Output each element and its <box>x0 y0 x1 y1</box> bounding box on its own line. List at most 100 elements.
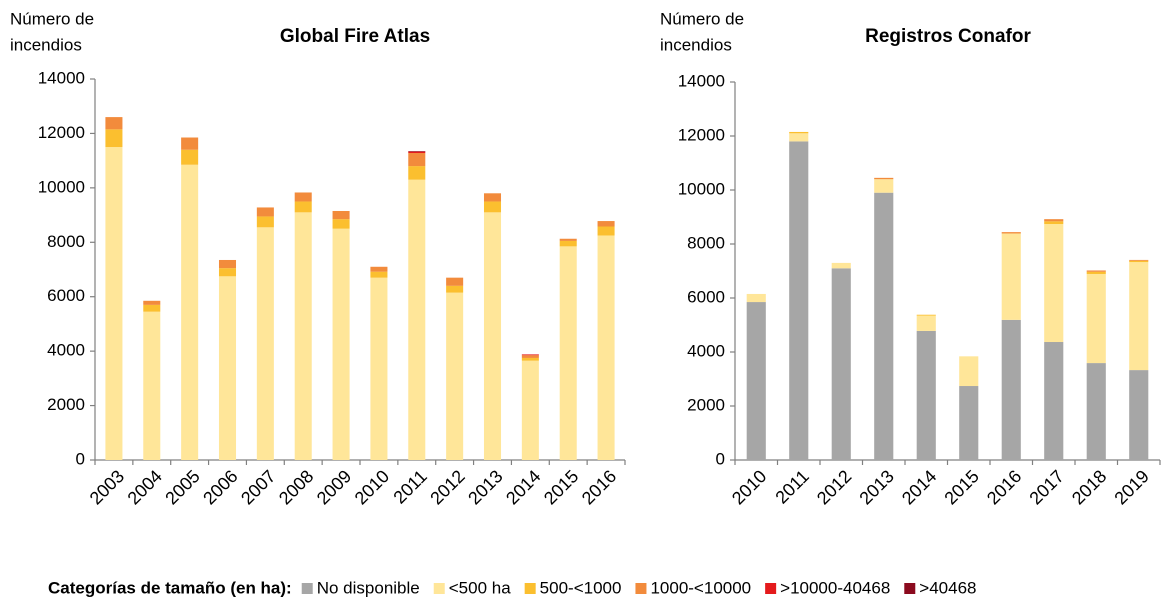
bar-segment <box>1001 232 1021 234</box>
x-tick-label: 2010 <box>728 466 770 508</box>
bar-segment <box>1129 370 1149 460</box>
legend-swatch <box>301 583 313 594</box>
bar-segment <box>446 277 464 286</box>
chart-title: Global Fire Atlas <box>280 26 430 47</box>
bar-segment <box>831 268 851 460</box>
bar-segment <box>1044 219 1064 222</box>
bar-segment <box>831 262 851 269</box>
x-tick-label: 2015 <box>940 466 982 508</box>
bar-segment <box>408 153 426 167</box>
bar-segment <box>256 227 274 460</box>
x-tick-label: 2007 <box>237 466 279 508</box>
bar-segment <box>294 201 312 213</box>
bar-segment <box>1086 273 1106 364</box>
y-tick-label: 0 <box>76 449 85 468</box>
x-tick-label: 2013 <box>464 466 506 508</box>
legend-swatch <box>904 583 916 594</box>
legend-label: No disponible <box>317 578 420 597</box>
bar-segment <box>746 293 766 303</box>
bar-segment <box>294 212 312 460</box>
bar-segment <box>105 147 123 461</box>
bar-segment <box>597 221 615 227</box>
bar-segment <box>1001 233 1021 320</box>
bar-segment <box>874 177 894 180</box>
bar-segment <box>789 141 809 460</box>
bar-segment <box>143 304 161 312</box>
bar-segment <box>446 292 464 460</box>
y-tick-label: 14000 <box>678 71 725 90</box>
x-tick-label: 2017 <box>1025 466 1067 508</box>
y-axis-label: Número de <box>10 9 94 28</box>
y-tick-label: 10000 <box>678 179 725 198</box>
bar-segment <box>332 228 350 460</box>
bar-segment <box>916 330 936 460</box>
y-tick-label: 6000 <box>47 286 85 305</box>
legend-label: 1000-<10000 <box>650 578 751 597</box>
y-axis-label: Número de <box>660 9 744 28</box>
bar-segment <box>1129 262 1149 371</box>
x-tick-label: 2015 <box>540 466 582 508</box>
bar-segment <box>521 355 539 358</box>
y-tick-label: 2000 <box>687 395 725 414</box>
bar-segment <box>408 166 426 180</box>
x-tick-label: 2011 <box>389 466 431 508</box>
bar-segment <box>1086 271 1106 274</box>
legend-swatch <box>433 583 445 594</box>
x-tick-label: 2019 <box>1110 466 1152 508</box>
x-tick-label: 2005 <box>161 466 203 508</box>
x-tick-label: 2012 <box>813 466 855 508</box>
bar-segment <box>959 356 979 387</box>
bar-segment <box>559 240 577 247</box>
bar-segment <box>789 133 809 142</box>
bar-segment <box>294 192 312 202</box>
bar-segment <box>746 302 766 460</box>
bar-segment <box>559 246 577 460</box>
bar-segment <box>408 151 426 152</box>
y-tick-label: 8000 <box>47 232 85 251</box>
x-tick-label: 2006 <box>199 466 241 508</box>
y-tick-label: 10000 <box>38 177 85 196</box>
bar-segment <box>521 357 539 361</box>
legend-label: >10000-40468 <box>780 578 890 597</box>
legend-label: <500 ha <box>449 578 511 597</box>
x-tick-label: 2012 <box>426 466 468 508</box>
x-tick-label: 2018 <box>1068 466 1110 508</box>
legend-swatch <box>765 583 777 594</box>
bar-segment <box>916 315 936 331</box>
y-tick-label: 14000 <box>38 68 85 87</box>
bar-segment <box>143 300 161 305</box>
bar-segment <box>218 276 237 460</box>
bar-segment <box>332 210 350 220</box>
legend-swatch <box>524 583 536 594</box>
y-tick-label: 6000 <box>687 287 725 306</box>
bar-segment <box>370 277 388 460</box>
bar-segment <box>143 311 161 460</box>
legend-label: 500-<1000 <box>540 578 622 597</box>
x-tick-label: 2009 <box>313 466 355 508</box>
y-tick-label: 2000 <box>47 395 85 414</box>
x-tick-label: 2016 <box>578 466 620 508</box>
bar-segment <box>181 137 199 150</box>
x-tick-label: 2003 <box>86 466 128 508</box>
bar-segment <box>105 117 123 130</box>
bar-segment <box>597 226 615 236</box>
bar-segment <box>1044 221 1064 225</box>
chart-title: Registros Conafor <box>865 26 1031 47</box>
y-tick-label: 8000 <box>687 233 725 252</box>
bar-segment <box>597 235 615 460</box>
y-tick-label: 12000 <box>678 125 725 144</box>
bar-segment <box>483 193 502 202</box>
bar-segment <box>483 212 502 460</box>
bar-segment <box>1129 259 1149 261</box>
legend-title: Categorías de tamaño (en ha): <box>48 578 292 597</box>
x-tick-label: 2008 <box>275 466 317 508</box>
x-tick-label: 2013 <box>855 466 897 508</box>
bar-segment <box>105 129 123 148</box>
bar-segment <box>408 179 426 460</box>
y-axis-label: incendios <box>10 35 82 54</box>
bar-segment <box>408 151 426 154</box>
bar-segment <box>874 179 894 193</box>
bar-segment <box>1001 319 1021 460</box>
bar-segment <box>916 314 936 316</box>
